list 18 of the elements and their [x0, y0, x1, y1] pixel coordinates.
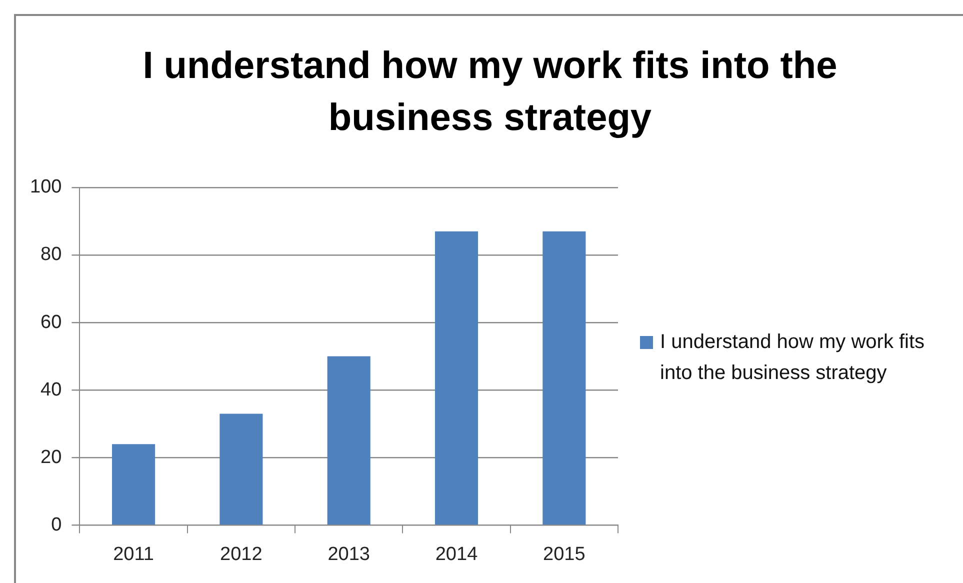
chart-title: I understand how my work fits into the business strategy [142, 44, 838, 141]
bar [327, 356, 370, 525]
bar [112, 444, 156, 525]
bar [220, 414, 263, 525]
x-tick-label: 2012 [220, 544, 262, 565]
bar [434, 231, 478, 525]
y-tick-label: 100 [30, 176, 62, 198]
y-tick-label: 60 [40, 312, 62, 333]
x-tick-label: 2014 [435, 544, 478, 565]
x-tick-label: 2011 [113, 544, 154, 565]
y-tick-label: 40 [40, 379, 62, 400]
y-tick-label: 0 [51, 514, 62, 536]
y-tick-label: 80 [40, 244, 62, 266]
bar [542, 231, 586, 525]
legend-label: I understand how my work fits into the business strategy [660, 330, 926, 386]
x-tick-label: 2013 [328, 544, 370, 565]
y-tick-label: 20 [40, 446, 62, 468]
x-tick-label: 2015 [543, 544, 586, 565]
